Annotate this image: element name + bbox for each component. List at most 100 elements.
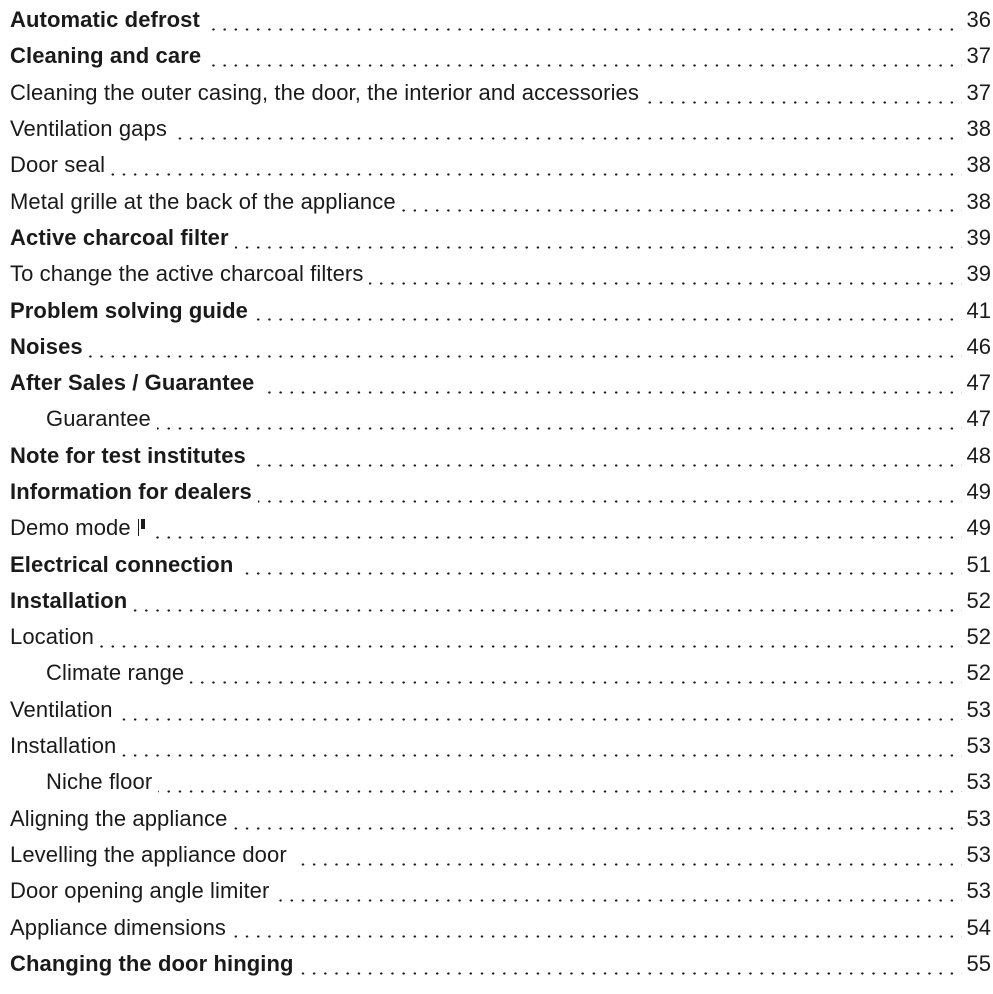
toc-entry-title: Changing the door hinging bbox=[10, 945, 300, 982]
dot-leader bbox=[10, 282, 991, 286]
dot-leader bbox=[10, 64, 991, 68]
toc-entry-title: Climate range bbox=[10, 655, 191, 692]
toc-row[interactable]: Note for test institutes 48 bbox=[10, 437, 991, 474]
dot-leader bbox=[10, 753, 991, 757]
toc-row[interactable]: Aligning the appliance 53 bbox=[10, 800, 991, 837]
dot-leader bbox=[10, 209, 991, 213]
toc-entry-title: To change the active charcoal filters bbox=[10, 256, 370, 293]
toc-entry-title: Ventilation bbox=[10, 691, 119, 728]
toc-entry-text: Demo mode bbox=[10, 515, 131, 541]
toc-page-number: 53 bbox=[961, 691, 991, 728]
toc-row[interactable]: Niche floor 53 bbox=[10, 764, 991, 801]
dot-leader bbox=[10, 354, 991, 358]
toc-page-number: 39 bbox=[961, 219, 991, 256]
toc-page-number: 53 bbox=[961, 873, 991, 910]
dot-leader bbox=[10, 971, 991, 975]
dot-leader bbox=[10, 245, 991, 249]
toc-page-number: 47 bbox=[961, 401, 991, 438]
dot-leader bbox=[10, 681, 991, 685]
toc-row[interactable]: Levelling the appliance door 53 bbox=[10, 836, 991, 873]
toc-row[interactable]: To change the active charcoal filters 39 bbox=[10, 256, 991, 293]
toc-page-number: 47 bbox=[961, 365, 991, 402]
toc-entry-title: Door seal bbox=[10, 147, 112, 184]
dot-leader bbox=[10, 899, 991, 903]
toc-entry-title: Installation bbox=[10, 728, 123, 765]
toc-entry-title: Installation bbox=[10, 582, 134, 619]
toc-entry-title: Appliance dimensions bbox=[10, 909, 233, 946]
toc-row[interactable]: Appliance dimensions 54 bbox=[10, 909, 991, 946]
dot-leader bbox=[10, 572, 991, 576]
toc-page-number: 53 bbox=[961, 836, 991, 873]
toc-row[interactable]: After Sales / Guarantee 47 bbox=[10, 365, 991, 402]
toc-page-number: 53 bbox=[961, 800, 991, 837]
toc-entry-title: Noises bbox=[10, 328, 89, 365]
dot-leader bbox=[10, 173, 991, 177]
toc-page-number: 52 bbox=[961, 619, 991, 656]
toc-page-number: 52 bbox=[961, 655, 991, 692]
toc-entry-title: Location bbox=[10, 619, 100, 656]
dot-leader bbox=[10, 28, 991, 31]
toc-entry-title: Niche floor bbox=[10, 764, 159, 801]
toc-row[interactable]: Active charcoal filter 39 bbox=[10, 219, 991, 256]
toc-page-number: 36 bbox=[961, 2, 991, 39]
toc-row[interactable]: Installation 53 bbox=[10, 728, 991, 765]
toc-page-number: 52 bbox=[961, 582, 991, 619]
toc-row[interactable]: Climate range 52 bbox=[10, 655, 991, 692]
toc-row[interactable]: Information for dealers 49 bbox=[10, 474, 991, 510]
toc-row[interactable]: Problem solving guide 41 bbox=[10, 292, 991, 329]
dot-leader bbox=[10, 826, 991, 830]
toc-page-number: 37 bbox=[961, 74, 991, 111]
toc-row[interactable]: Metal grille at the back of the applianc… bbox=[10, 183, 991, 220]
dot-leader bbox=[10, 608, 991, 612]
toc-page-number: 38 bbox=[961, 111, 991, 148]
toc-row[interactable]: Door opening angle limiter 53 bbox=[10, 873, 991, 910]
toc-entry-title: Automatic defrost bbox=[10, 2, 206, 39]
toc-entry-title: Ventilation gaps bbox=[10, 111, 173, 148]
toc-row[interactable]: Ventilation 53 bbox=[10, 691, 991, 728]
toc-page-number: 41 bbox=[961, 292, 991, 329]
dot-leader bbox=[10, 536, 991, 540]
dot-leader bbox=[10, 318, 991, 322]
toc-page-number: 53 bbox=[961, 764, 991, 801]
toc-entry-title: Guarantee bbox=[10, 401, 157, 438]
dot-leader bbox=[10, 463, 991, 467]
toc-row[interactable]: Noises 46 bbox=[10, 328, 991, 365]
toc-page-number: 38 bbox=[961, 147, 991, 184]
toc-page-number: 51 bbox=[961, 546, 991, 583]
dot-leader bbox=[10, 790, 991, 794]
toc-row[interactable]: Ventilation gaps 38 bbox=[10, 111, 991, 148]
toc-row[interactable]: Changing the door hinging 55 bbox=[10, 945, 991, 982]
toc-entry-title: Active charcoal filter bbox=[10, 219, 235, 256]
toc-entry-title: Note for test institutes bbox=[10, 437, 252, 474]
toc-entry-title: Demo mode bbox=[10, 510, 152, 547]
toc-entry-title: Levelling the appliance door bbox=[10, 836, 293, 873]
toc-entry-title: Cleaning and care bbox=[10, 38, 208, 75]
toc-entry-title: Cleaning the outer casing, the door, the… bbox=[10, 74, 645, 111]
toc-entry-title: Information for dealers bbox=[10, 474, 258, 510]
dot-leader bbox=[10, 427, 991, 431]
toc-entry-title: Door opening angle limiter bbox=[10, 873, 276, 910]
toc-row[interactable]: Installation 52 bbox=[10, 582, 991, 619]
dot-leader bbox=[10, 717, 991, 721]
toc-entry-title: After Sales / Guarantee bbox=[10, 365, 261, 402]
toc-page-number: 54 bbox=[961, 909, 991, 946]
toc-page-number: 46 bbox=[961, 328, 991, 365]
toc-page-number: 53 bbox=[961, 728, 991, 765]
toc-page-number: 38 bbox=[961, 183, 991, 220]
dot-leader bbox=[10, 862, 991, 866]
toc-page-number: 49 bbox=[961, 510, 991, 547]
toc-entry-title: Electrical connection bbox=[10, 546, 240, 583]
toc-row[interactable]: Cleaning the outer casing, the door, the… bbox=[10, 74, 991, 111]
toc-row[interactable]: Automatic defrost 36 bbox=[10, 2, 991, 39]
toc-row[interactable]: Electrical connection 51 bbox=[10, 546, 991, 583]
toc-row[interactable]: Location 52 bbox=[10, 619, 991, 656]
toc-entry-title: Problem solving guide bbox=[10, 292, 255, 329]
dot-leader bbox=[10, 935, 991, 939]
toc-row[interactable]: Door seal 38 bbox=[10, 147, 991, 184]
toc-entry-title: Aligning the appliance bbox=[10, 800, 234, 837]
toc-row[interactable]: Cleaning and care 37 bbox=[10, 38, 991, 75]
toc-row[interactable]: Guarantee 47 bbox=[10, 401, 991, 438]
toc-row[interactable]: Demo mode 49 bbox=[10, 510, 991, 547]
toc-page-number: 48 bbox=[961, 437, 991, 474]
dot-leader bbox=[10, 136, 991, 140]
